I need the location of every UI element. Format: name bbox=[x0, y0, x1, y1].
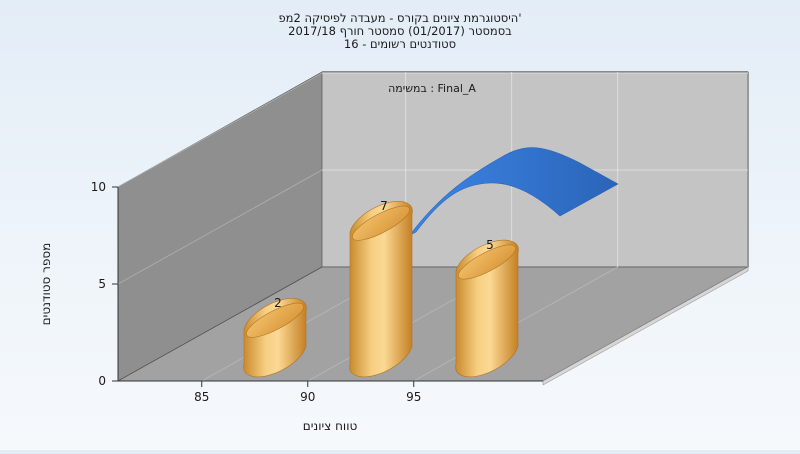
x-tick-label-0: 85 bbox=[194, 390, 209, 404]
y-tick-label-2: 10 bbox=[91, 180, 106, 194]
x-axis-title: טווח ציונים bbox=[303, 419, 358, 433]
bar-top-0 bbox=[246, 302, 304, 338]
bar-value-label-2: 5 bbox=[486, 238, 494, 252]
floor-edge bbox=[542, 266, 749, 386]
x-tick-label-2: 95 bbox=[406, 390, 421, 404]
bar-2: 5 bbox=[455, 238, 519, 378]
bar-top-2 bbox=[458, 244, 516, 280]
distribution-curve bbox=[409, 147, 619, 236]
chart-title-line-2: בסמסטר (01/2017) סמסטר חורף 2017/18 bbox=[288, 24, 512, 38]
bar-1: 7 bbox=[349, 199, 413, 378]
chart-title-line-1: היסטוגרמת ציונים בקורס - מעבדה לפיסיקה 2… bbox=[279, 11, 522, 25]
legend-label: במשימה : Final_A bbox=[388, 82, 476, 95]
chart-title-line-3: סטודנטים רשומים - 16 bbox=[344, 37, 456, 51]
bars-layer: 2 7 5 bbox=[243, 199, 519, 378]
axis-layer: 0 5 10 85 90 95 bbox=[91, 180, 543, 404]
bar-0: 2 bbox=[243, 296, 307, 378]
grid-line-left-1 bbox=[117, 169, 323, 285]
x-tick-label-1: 90 bbox=[300, 390, 315, 404]
bar-body-1 bbox=[349, 201, 413, 378]
y-axis-title: מספר סטודנטים bbox=[39, 243, 53, 326]
grid-line-left-2 bbox=[117, 72, 323, 188]
bar-top-1 bbox=[352, 205, 410, 241]
y-tick-label-1: 5 bbox=[98, 277, 106, 291]
bar-value-label-1: 7 bbox=[380, 199, 388, 213]
bar-value-label-0: 2 bbox=[274, 296, 282, 310]
y-tick-label-0: 0 bbox=[98, 374, 106, 388]
